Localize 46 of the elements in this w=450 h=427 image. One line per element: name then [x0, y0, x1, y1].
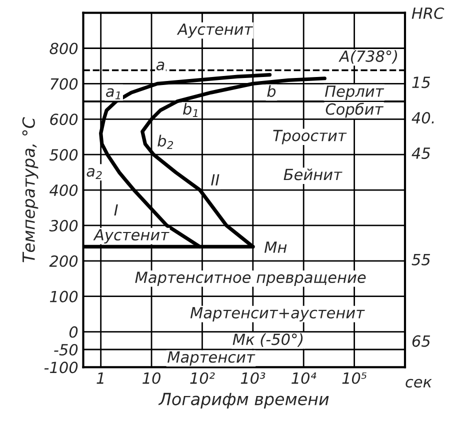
y-tick-label: 400: [50, 184, 78, 196]
annotation: Мартенсит: [168, 351, 256, 366]
y-tick-label: 500: [50, 149, 78, 161]
x-tick-label: 10³: [240, 372, 266, 384]
annotation: a$_{2}$: [86, 168, 102, 180]
y-tick-label: 200: [49, 255, 78, 267]
annotation: Аустенит: [93, 229, 170, 244]
y-tick-label: 100: [50, 290, 78, 302]
text: 40.: [412, 112, 434, 124]
annotation: Бейнит: [284, 168, 342, 180]
annotation: Мк (-50°): [232, 333, 303, 347]
y-tick-label: 0: [69, 326, 78, 338]
y-tick-label: 700: [50, 78, 78, 90]
text: сек: [406, 378, 432, 388]
annotation: Сорбит: [326, 102, 384, 118]
annotation: b$_{2}$: [158, 134, 174, 149]
text: 55: [412, 254, 430, 266]
annotation: a: [156, 62, 164, 70]
annotation: Мн: [264, 242, 287, 253]
y-tick-label: -100: [44, 362, 78, 374]
annotation: Мартенситное превращение: [135, 272, 366, 286]
y-tick-label: 300: [49, 220, 78, 232]
y-axis-title: Температура, °С: [22, 117, 38, 262]
annotation: a$_{1}$: [106, 88, 120, 100]
ref-line-label: A(738°): [338, 50, 398, 64]
x-axis-title: Логарифм времени: [158, 392, 329, 409]
text: HRC: [412, 7, 444, 20]
text: 45: [412, 148, 430, 160]
text: 65: [412, 335, 430, 347]
annotation: Аустенит: [176, 24, 254, 38]
x-tick-label: 1: [96, 372, 104, 384]
annotation: b: [267, 85, 276, 97]
annotation: I: [114, 204, 118, 216]
y-tick-label: 600: [50, 114, 78, 126]
annotation: Мартенсит+аустенит: [190, 307, 365, 322]
x-tick-label: 10⁴: [292, 372, 316, 384]
annotation: Троостит: [273, 130, 347, 144]
x-tick-label: 10²: [190, 372, 215, 384]
y-tick-label: -50: [54, 344, 78, 356]
annotation: Перлит: [324, 86, 384, 100]
y-tick-label: 800: [50, 42, 78, 54]
x-tick-label: 10: [142, 372, 160, 384]
annotation: II: [211, 174, 220, 186]
x-tick-label: 10⁵: [342, 372, 366, 384]
text: 15: [412, 76, 430, 88]
annotation: b$_{1}$: [183, 102, 198, 117]
